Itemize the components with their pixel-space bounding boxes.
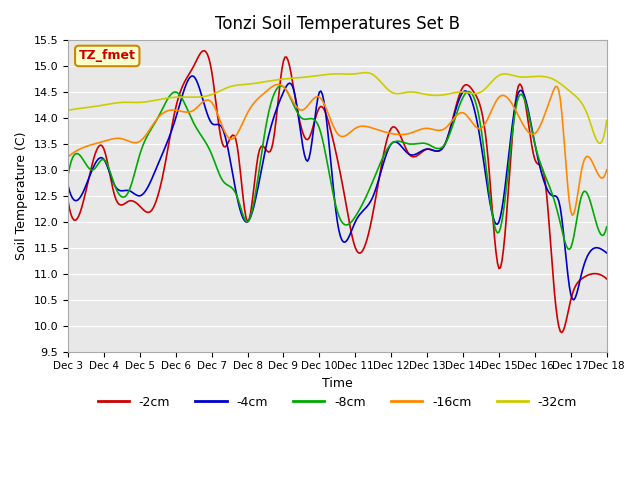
-32cm bbox=[79, 105, 87, 111]
Line: -32cm: -32cm bbox=[68, 72, 607, 143]
-4cm bbox=[603, 250, 611, 256]
-2cm bbox=[558, 330, 566, 336]
-4cm bbox=[164, 137, 172, 143]
-2cm bbox=[390, 124, 398, 130]
Y-axis label: Soil Temperature (C): Soil Temperature (C) bbox=[15, 132, 28, 260]
-8cm bbox=[276, 83, 284, 89]
-2cm bbox=[79, 200, 87, 206]
-4cm bbox=[403, 149, 410, 155]
Line: -16cm: -16cm bbox=[68, 84, 607, 215]
-32cm bbox=[390, 90, 398, 96]
-4cm bbox=[372, 185, 380, 191]
-2cm bbox=[200, 48, 208, 54]
X-axis label: Time: Time bbox=[322, 377, 353, 390]
-4cm bbox=[188, 73, 196, 79]
-8cm bbox=[164, 95, 172, 101]
-32cm bbox=[403, 90, 410, 96]
-16cm bbox=[390, 131, 398, 137]
-8cm bbox=[403, 140, 410, 146]
-16cm bbox=[603, 167, 611, 173]
-32cm bbox=[595, 140, 603, 146]
-2cm bbox=[372, 192, 380, 198]
-16cm bbox=[372, 126, 380, 132]
-16cm bbox=[538, 118, 546, 124]
-16cm bbox=[79, 145, 87, 151]
-32cm bbox=[372, 74, 380, 80]
-8cm bbox=[566, 247, 573, 252]
-8cm bbox=[79, 156, 87, 162]
-2cm bbox=[164, 144, 172, 149]
Line: -4cm: -4cm bbox=[68, 76, 607, 300]
-16cm bbox=[64, 154, 72, 160]
-4cm bbox=[538, 173, 546, 179]
Legend: -2cm, -4cm, -8cm, -16cm, -32cm: -2cm, -4cm, -8cm, -16cm, -32cm bbox=[93, 391, 582, 414]
-8cm bbox=[603, 224, 611, 230]
-16cm bbox=[274, 82, 282, 87]
-16cm bbox=[164, 108, 172, 113]
-8cm bbox=[390, 139, 398, 145]
Title: Tonzi Soil Temperatures Set B: Tonzi Soil Temperatures Set B bbox=[215, 15, 460, 33]
-32cm bbox=[64, 108, 72, 113]
-16cm bbox=[403, 132, 410, 137]
-8cm bbox=[64, 172, 72, 178]
-2cm bbox=[403, 146, 410, 152]
-4cm bbox=[390, 139, 398, 144]
-2cm bbox=[603, 276, 611, 282]
-32cm bbox=[164, 95, 172, 101]
Line: -8cm: -8cm bbox=[68, 86, 607, 250]
-32cm bbox=[538, 73, 546, 79]
-4cm bbox=[79, 190, 87, 195]
-16cm bbox=[568, 212, 576, 218]
-8cm bbox=[372, 170, 380, 176]
-32cm bbox=[362, 70, 370, 75]
-2cm bbox=[538, 166, 546, 171]
Line: -2cm: -2cm bbox=[68, 51, 607, 333]
-2cm bbox=[64, 198, 72, 204]
-32cm bbox=[603, 118, 611, 123]
-4cm bbox=[64, 182, 72, 188]
-4cm bbox=[570, 297, 578, 303]
Text: TZ_fmet: TZ_fmet bbox=[79, 49, 136, 62]
-8cm bbox=[538, 166, 546, 172]
